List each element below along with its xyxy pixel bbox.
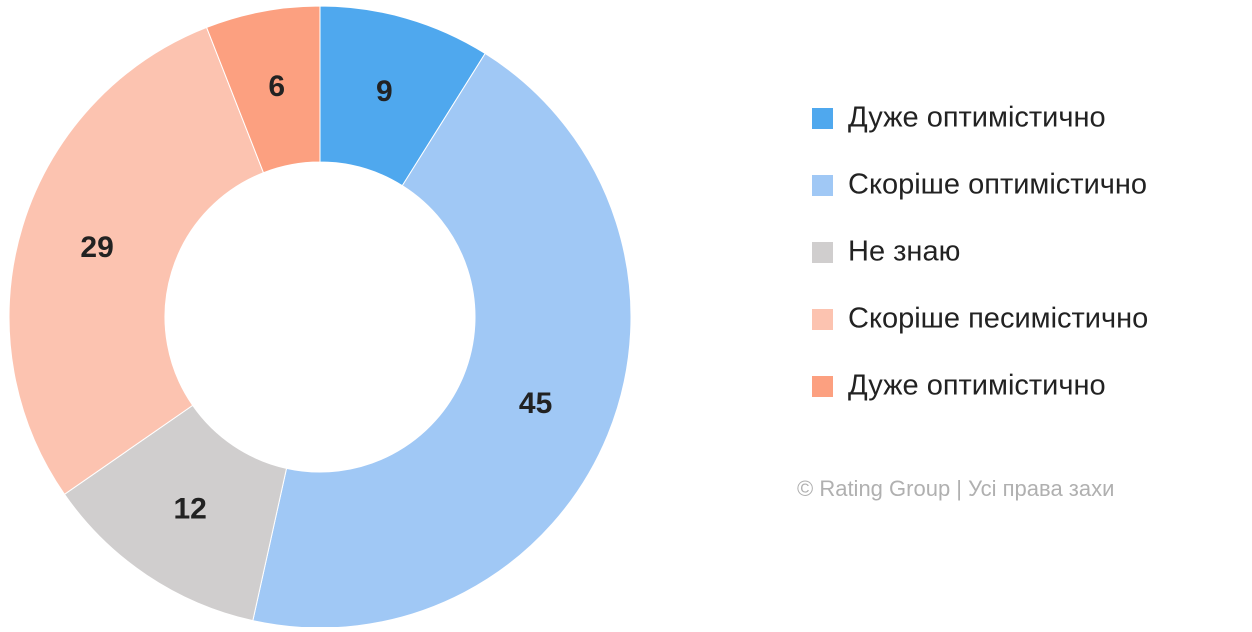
data-label: 12 [173,492,206,525]
slice [252,52,632,629]
legend-swatch [812,309,833,330]
legend-label: Не знаю [848,236,960,268]
source: © Rating Group | Усі права захи [797,476,1114,501]
legend-label: Дуже оптимістично [848,102,1106,134]
legend-swatch [812,242,833,263]
legend-swatch [812,175,833,196]
slice [8,26,265,495]
legend-swatch [812,108,833,129]
legend-label: Скоріше оптимістично [848,169,1147,201]
legend-label: Скоріше песимістично [848,303,1148,335]
data-label: 29 [80,231,113,264]
slice [205,5,321,174]
legend-label: Дуже оптимістично [848,370,1106,402]
data-label: 45 [519,387,552,420]
data-label: 6 [268,70,285,103]
data-label: 9 [376,75,393,108]
legend-swatch [812,376,833,397]
